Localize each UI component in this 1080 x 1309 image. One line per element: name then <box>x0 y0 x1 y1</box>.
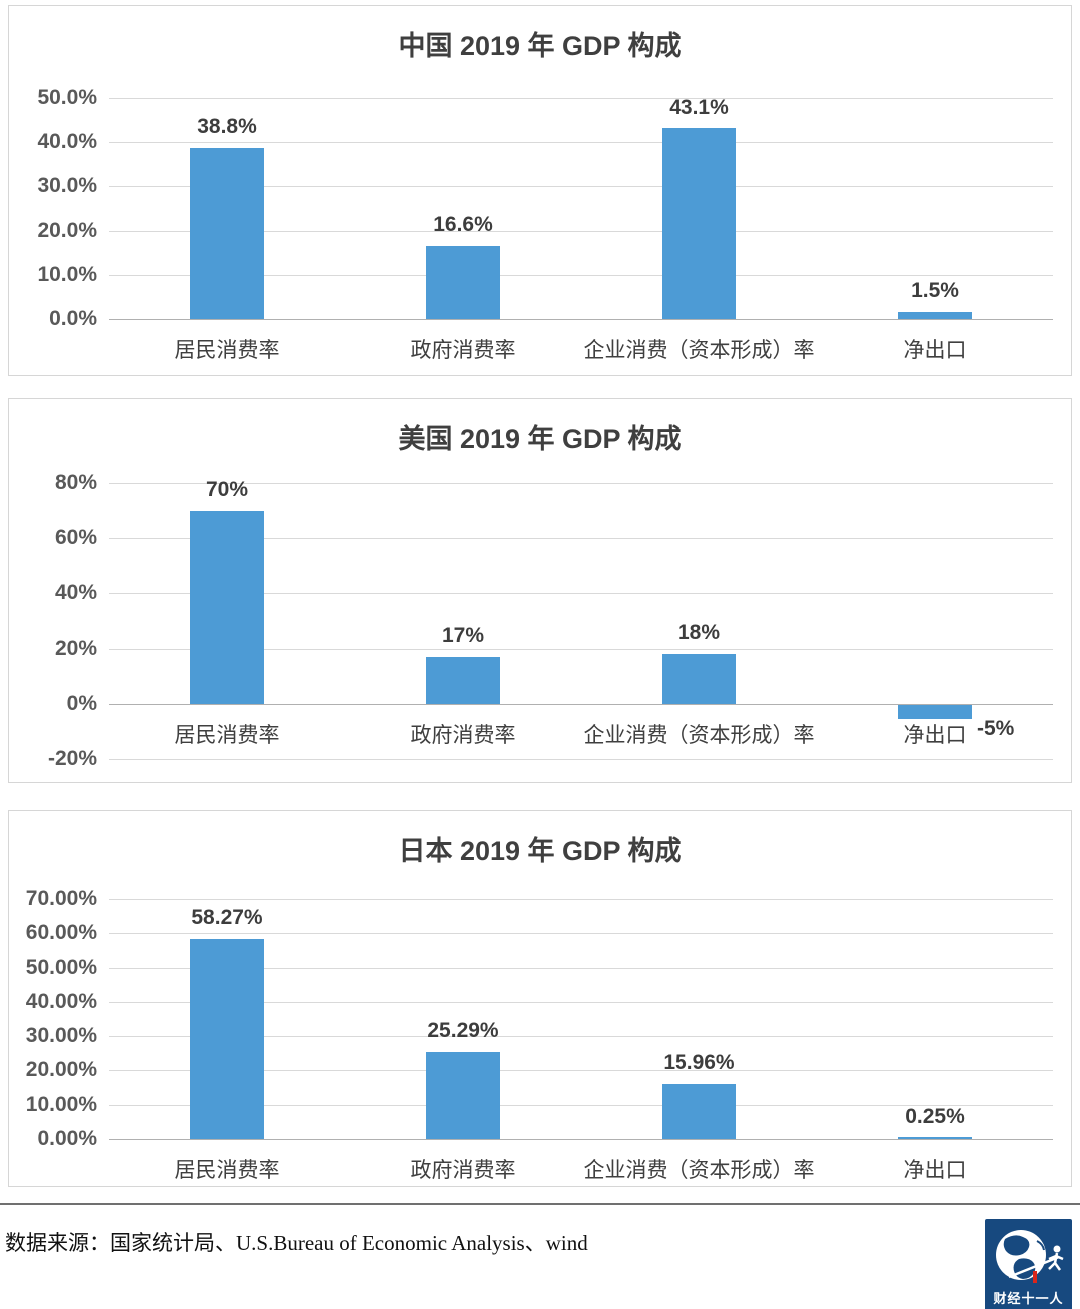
gridline <box>109 933 1053 935</box>
category-label: 政府消费率 <box>410 723 516 747</box>
bar-2 <box>426 656 500 704</box>
gridline <box>109 142 1053 144</box>
globe-runner-icon <box>996 1230 1064 1283</box>
gridline <box>109 538 1053 540</box>
bar-3 <box>662 654 736 704</box>
gridline <box>109 759 1053 760</box>
bar-4 <box>898 312 972 319</box>
gridline <box>109 230 1053 232</box>
category-label: 净出口 <box>903 339 967 362</box>
bar-4 <box>898 704 972 719</box>
value-label: 15.96% <box>663 1051 735 1075</box>
value-label: 58.27% <box>191 906 263 930</box>
category-label: 居民消费率 <box>174 723 280 747</box>
y-axis-tick-label: -20% <box>47 747 97 770</box>
y-axis-tick-label: 40.00% <box>25 989 97 1013</box>
logo-wordmark: 财经十一人 <box>993 1291 1064 1306</box>
y-axis-tick-label: 60% <box>54 526 97 550</box>
gridline <box>109 593 1053 595</box>
bar-1 <box>190 147 264 319</box>
gridline <box>109 483 1053 484</box>
y-axis-tick-label: 40% <box>54 581 97 605</box>
y-axis-tick-label: 50.00% <box>25 955 97 979</box>
category-label: 企业消费（资本形成）率 <box>583 1159 815 1182</box>
y-axis-tick-label: 80% <box>54 471 97 494</box>
y-axis-tick-label: 70.00% <box>25 887 97 910</box>
value-label: 0.25% <box>905 1105 965 1129</box>
value-label: -5% <box>977 716 1015 740</box>
gridline <box>109 1070 1053 1072</box>
footer-divider <box>0 1203 1080 1205</box>
gridline <box>109 1104 1053 1106</box>
y-axis-tick-label: 20.0% <box>37 218 97 242</box>
y-axis-tick-label: 20% <box>54 636 97 660</box>
bar-1 <box>190 510 264 704</box>
y-axis-tick-label: 10.00% <box>25 1092 97 1116</box>
bar-1 <box>190 939 264 1139</box>
data-source-text: 数据来源：国家统计局、U.S.Bureau of Economic Analys… <box>5 1231 588 1255</box>
y-axis-tick-label: 0% <box>66 691 97 715</box>
logo-red-accent <box>1033 1271 1037 1283</box>
runner-icon <box>1048 1245 1064 1271</box>
category-label: 政府消费率 <box>410 1159 516 1182</box>
value-label: 16.6% <box>433 212 493 236</box>
chart-usa-title: 美国 2019 年 GDP 构成 <box>398 424 682 454</box>
chart-usa: 美国 2019 年 GDP 构成 80% 60% 40% 20% 0% -20% 70% 居民… <box>8 398 1072 783</box>
y-axis-tick-label: 0.00% <box>37 1127 97 1150</box>
category-label: 居民消费率 <box>174 1159 280 1182</box>
y-axis-tick-label: 20.00% <box>25 1058 97 1082</box>
bar-2 <box>426 1052 500 1139</box>
category-label: 净出口 <box>903 723 967 747</box>
bar-3 <box>662 1084 736 1139</box>
y-axis-tick-label: 40.0% <box>37 130 97 154</box>
value-label: 17% <box>441 623 485 647</box>
value-label: 1.5% <box>911 279 959 303</box>
category-label: 政府消费率 <box>410 339 516 362</box>
value-label: 43.1% <box>669 95 729 119</box>
gridline <box>109 1036 1053 1038</box>
chart-japan: 日本 2019 年 GDP 构成 70.00% 60.00% 50.00% 40.00… <box>8 810 1072 1187</box>
category-label: 企业消费（资本形成）率 <box>583 339 815 362</box>
gridline <box>109 1001 1053 1003</box>
category-label: 企业消费（资本形成）率 <box>583 723 815 747</box>
zero-axis-line <box>109 1139 1053 1140</box>
gridline <box>109 274 1053 276</box>
gridline <box>109 648 1053 650</box>
value-label: 38.8% <box>197 114 257 138</box>
chart-china-title: 中国 2019 年 GDP 构成 <box>398 31 682 61</box>
category-label: 居民消费率 <box>174 339 280 362</box>
gridline <box>109 899 1053 900</box>
value-label: 25.29% <box>427 1019 499 1043</box>
bar-4 <box>898 1137 972 1139</box>
chart-japan-plot-area: 70.00% 60.00% 50.00% 40.00% 30.00% 20.00% 10.0… <box>26 887 1053 1182</box>
y-axis-tick-label: 30.0% <box>37 174 97 198</box>
y-axis-tick-label: 0.0% <box>49 307 97 330</box>
y-axis-tick-label: 10.0% <box>37 262 97 286</box>
gridline <box>109 967 1053 969</box>
zero-axis-line <box>109 703 1053 705</box>
chart-china-plot-area: 50.0% 40.0% 30.0% 20.0% 10.0% 0.0% 38.8% 居民消费率 1… <box>37 86 1053 362</box>
category-label: 净出口 <box>903 1159 967 1182</box>
chart-japan-title: 日本 2019 年 GDP 构成 <box>398 836 682 866</box>
y-axis-tick-label: 30.00% <box>25 1024 97 1048</box>
chart-usa-plot-area: 80% 60% 40% 20% 0% -20% 70% 居民消费率 17% 政府消费率 18% 企业消… <box>48 471 1053 770</box>
caijing-logo: 财经十一人 <box>985 1219 1072 1309</box>
bar-3 <box>662 128 736 319</box>
bar-2 <box>426 245 500 319</box>
value-label: 70% <box>205 477 249 501</box>
zero-axis-line <box>109 319 1053 320</box>
footer: 数据来源：国家统计局、U.S.Bureau of Economic Analys… <box>0 1213 1080 1309</box>
chart-china: 中国 2019 年 GDP 构成 50.0% 40.0% 30.0% 20.0% 10.… <box>8 5 1072 376</box>
gridline <box>109 186 1053 188</box>
y-axis-tick-label: 60.00% <box>25 921 97 945</box>
gridline <box>109 98 1053 99</box>
y-axis-tick-label: 50.0% <box>37 86 97 109</box>
value-label: 18% <box>677 621 721 645</box>
